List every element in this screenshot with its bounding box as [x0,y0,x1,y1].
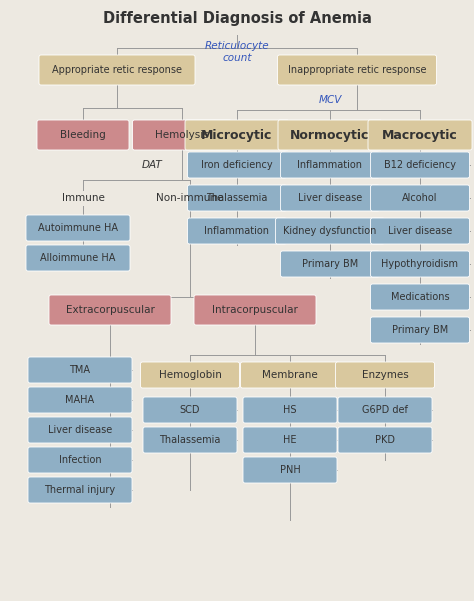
FancyBboxPatch shape [143,397,237,423]
FancyBboxPatch shape [243,427,337,453]
FancyBboxPatch shape [371,152,470,178]
Text: B12 deficiency: B12 deficiency [384,160,456,170]
FancyBboxPatch shape [185,120,289,150]
FancyBboxPatch shape [243,457,337,483]
FancyBboxPatch shape [39,55,195,85]
Text: PKD: PKD [375,435,395,445]
FancyBboxPatch shape [143,427,237,453]
Text: SCD: SCD [180,405,200,415]
Text: Liver disease: Liver disease [298,193,362,203]
FancyBboxPatch shape [240,362,339,388]
FancyBboxPatch shape [49,295,171,325]
Text: Hemolysis: Hemolysis [155,130,209,140]
Text: Alloimmune HA: Alloimmune HA [40,253,116,263]
Text: Intracorpuscular: Intracorpuscular [212,305,298,315]
FancyBboxPatch shape [28,447,132,473]
Text: Reticulocyte
count: Reticulocyte count [205,41,269,63]
Text: HS: HS [283,405,297,415]
Text: Liver disease: Liver disease [48,425,112,435]
FancyBboxPatch shape [338,397,432,423]
Text: Thermal injury: Thermal injury [45,485,116,495]
Text: DAT: DAT [142,160,163,170]
Text: Infection: Infection [59,455,101,465]
Text: Inflammation: Inflammation [298,160,363,170]
Text: HE: HE [283,435,297,445]
Text: Inflammation: Inflammation [204,226,270,236]
FancyBboxPatch shape [194,295,316,325]
Text: Hemoglobin: Hemoglobin [159,370,221,380]
FancyBboxPatch shape [275,218,384,244]
FancyBboxPatch shape [133,120,231,150]
Text: Thalassemia: Thalassemia [159,435,221,445]
FancyBboxPatch shape [371,218,470,244]
FancyBboxPatch shape [338,427,432,453]
Text: Differential Diagnosis of Anemia: Differential Diagnosis of Anemia [102,10,372,25]
FancyBboxPatch shape [28,387,132,413]
FancyBboxPatch shape [37,120,129,150]
FancyBboxPatch shape [28,357,132,383]
Text: Hypothyroidism: Hypothyroidism [382,259,458,269]
Text: PNH: PNH [280,465,301,475]
Text: Non-immune: Non-immune [156,193,224,203]
Text: TMA: TMA [70,365,91,375]
Text: Immune: Immune [62,193,104,203]
FancyBboxPatch shape [371,317,470,343]
Text: Microcytic: Microcytic [201,129,273,141]
Text: Enzymes: Enzymes [362,370,409,380]
FancyBboxPatch shape [371,185,470,211]
FancyBboxPatch shape [188,152,286,178]
FancyBboxPatch shape [28,417,132,443]
FancyBboxPatch shape [278,120,382,150]
FancyBboxPatch shape [281,251,380,277]
Text: G6PD def: G6PD def [362,405,408,415]
Text: Medications: Medications [391,292,449,302]
Text: Thalassemia: Thalassemia [206,193,268,203]
FancyBboxPatch shape [26,245,130,271]
FancyBboxPatch shape [188,218,286,244]
FancyBboxPatch shape [368,120,472,150]
FancyBboxPatch shape [371,284,470,310]
FancyBboxPatch shape [281,152,380,178]
Text: Extracorpuscular: Extracorpuscular [65,305,155,315]
Text: Normocytic: Normocytic [290,129,370,141]
FancyBboxPatch shape [28,477,132,503]
Text: MCV: MCV [319,95,342,105]
Text: Bleeding: Bleeding [60,130,106,140]
Text: Primary BM: Primary BM [302,259,358,269]
Text: Macrocytic: Macrocytic [382,129,458,141]
FancyBboxPatch shape [26,215,130,241]
Text: Membrane: Membrane [262,370,318,380]
Text: Liver disease: Liver disease [388,226,452,236]
FancyBboxPatch shape [277,55,437,85]
Text: MAHA: MAHA [65,395,94,405]
Text: Inappropriate retic response: Inappropriate retic response [288,65,426,75]
Text: Kidney dysfunction: Kidney dysfunction [283,226,377,236]
FancyBboxPatch shape [188,185,286,211]
FancyBboxPatch shape [243,397,337,423]
FancyBboxPatch shape [336,362,435,388]
Text: Appropriate retic response: Appropriate retic response [52,65,182,75]
Text: Autoimmune HA: Autoimmune HA [38,223,118,233]
Text: Iron deficiency: Iron deficiency [201,160,273,170]
Text: Alcohol: Alcohol [402,193,438,203]
FancyBboxPatch shape [140,362,239,388]
FancyBboxPatch shape [371,251,470,277]
FancyBboxPatch shape [281,185,380,211]
Text: Primary BM: Primary BM [392,325,448,335]
